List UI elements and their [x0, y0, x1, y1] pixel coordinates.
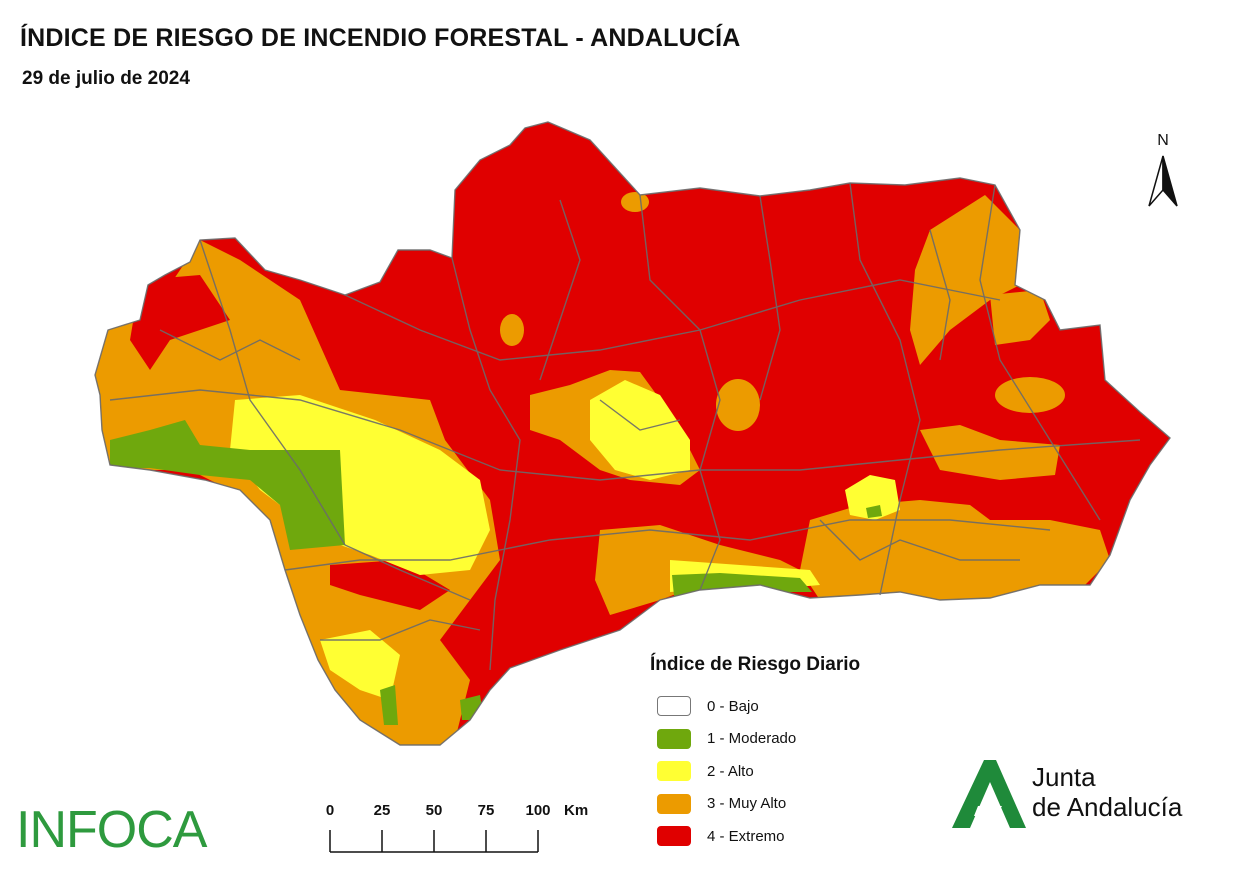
legend-items: 0 - Bajo 1 - Moderado 2 - Alto 3 - Muy Alto… [650, 690, 950, 853]
zone-alto-cadiz [320, 630, 400, 700]
legend-label: 0 - Bajo [707, 697, 759, 715]
zone-muy-alto-island1 [500, 314, 524, 346]
junta-emblem-icon [952, 760, 1026, 828]
zone-extremo-west-patch [130, 275, 230, 370]
legend-swatch [657, 826, 691, 847]
zone-alto-west [230, 395, 490, 575]
legend-item: 4 - Extremo [650, 820, 950, 853]
legend-item: 3 - Muy Alto [650, 788, 950, 821]
zone-muy-alto-island4 [995, 377, 1065, 413]
legend-label: 4 - Extremo [707, 827, 785, 845]
junta-wordmark: Junta de Andalucía [1032, 762, 1182, 822]
zone-muy-alto-east [800, 500, 1110, 600]
legend-title: Índice de Riesgo Diario [650, 654, 861, 675]
scale-tick-label: 25 [373, 802, 391, 819]
zone-muy-alto-island2 [716, 379, 760, 431]
zone-moderado-cadiz [380, 685, 398, 725]
legend: Índice de Riesgo Diario 0 - Bajo 1 - Mode… [650, 654, 950, 853]
infoca-logo: INFOCA [16, 801, 207, 859]
junta-line1: Junta [1032, 762, 1096, 792]
legend-swatch [657, 696, 691, 717]
map-date: 29 de julio de 2024 [22, 68, 190, 89]
map-title: ÍNDICE DE RIESGO DE INCENDIO FORESTAL - … [20, 24, 741, 52]
legend-item: 0 - Bajo [650, 690, 950, 723]
north-arrow: N [1140, 132, 1186, 212]
legend-item: 2 - Alto [650, 755, 950, 788]
municipal-borders [94, 121, 1171, 746]
legend-item: 1 - Moderado [650, 723, 950, 756]
zone-moderado-granada [866, 505, 882, 518]
legend-label: 3 - Muy Alto [707, 795, 787, 813]
scale-bar-graphic [329, 830, 539, 853]
legend-swatch [657, 728, 691, 749]
zone-muy-alto-east2 [920, 425, 1060, 480]
scale-tick-label: 50 [425, 802, 443, 819]
scale-tick-label: 100 [525, 802, 551, 819]
north-letter: N [1157, 132, 1169, 149]
north-arrow-icon [1148, 155, 1178, 207]
scale-tick-label: 0 [325, 802, 335, 819]
zone-muy-alto-ne2 [990, 290, 1050, 345]
zone-alto-granada [845, 475, 900, 520]
zone-moderado-west [110, 420, 345, 550]
scale-tick-label: 75 [477, 802, 495, 819]
scale-unit: Km [564, 802, 589, 819]
legend-label: 2 - Alto [707, 762, 754, 780]
junta-line2: de Andalucía [1032, 792, 1183, 822]
legend-swatch [657, 761, 691, 782]
zone-muy-alto-ne [910, 195, 1020, 365]
scale-bar: 0 25 50 75 100 Km [322, 802, 602, 862]
legend-swatch [657, 793, 691, 814]
junta-logo: Junta de Andalucía [950, 758, 1220, 830]
legend-label: 1 - Moderado [707, 730, 797, 748]
